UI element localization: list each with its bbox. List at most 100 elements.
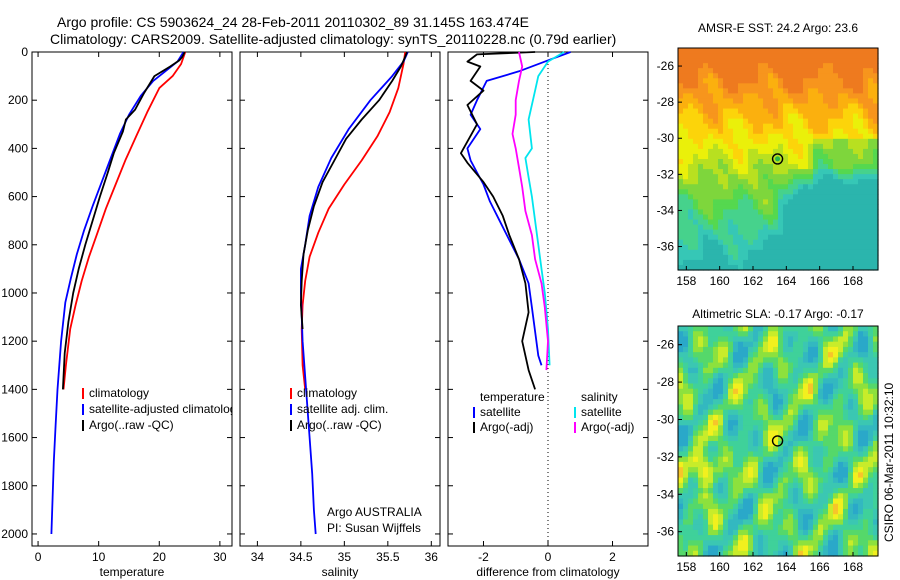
heatmap-cell xyxy=(823,179,829,185)
heatmap-cell xyxy=(723,244,729,251)
heatmap-cell xyxy=(853,179,859,185)
heatmap-cell xyxy=(718,194,724,200)
heatmap-cell xyxy=(738,93,744,100)
heatmap-cell xyxy=(718,244,724,251)
heatmap-cell xyxy=(813,373,819,379)
heatmap-cell xyxy=(828,414,834,421)
heatmap-cell xyxy=(728,435,734,442)
heatmap-cell xyxy=(858,388,864,395)
heatmap-cell xyxy=(848,138,854,145)
heatmap-cell xyxy=(808,326,814,332)
heatmap-cell xyxy=(848,239,854,246)
heatmap-cell xyxy=(858,78,864,84)
heatmap-cell xyxy=(733,108,739,115)
heatmap-cell xyxy=(838,204,844,211)
heatmap-cell xyxy=(828,524,834,531)
heatmap-cell xyxy=(793,456,799,463)
heatmap-cell xyxy=(863,68,869,74)
heatmap-cell xyxy=(813,159,819,165)
heatmap-cell xyxy=(803,83,809,89)
heatmap-cell xyxy=(863,189,869,195)
heatmap-cell xyxy=(808,503,814,510)
heatmap-cell xyxy=(683,456,689,463)
heatmap-cell xyxy=(698,357,704,364)
heatmap-cell xyxy=(868,189,874,195)
heatmap-cell xyxy=(693,148,699,155)
heatmap-cell xyxy=(698,482,704,489)
heatmap-cell xyxy=(763,244,769,251)
heatmap-cell xyxy=(698,199,704,206)
heatmap-cell xyxy=(758,388,764,395)
heatmap-cell xyxy=(788,108,794,115)
heatmap-cell xyxy=(823,239,829,246)
heatmap-cell xyxy=(708,118,714,125)
heatmap-cell xyxy=(763,425,769,432)
y-tick-label: 2000 xyxy=(1,527,28,541)
heatmap-cell xyxy=(778,535,784,541)
heatmap-cell xyxy=(838,68,844,74)
heatmap-cell xyxy=(868,103,874,110)
heatmap-cell xyxy=(738,472,744,479)
heatmap-cell xyxy=(688,545,694,552)
heatmap-cell xyxy=(678,430,684,437)
heatmap-cell xyxy=(728,352,734,358)
heatmap-cell xyxy=(818,78,824,84)
heatmap-cell xyxy=(733,259,739,266)
heatmap-cell xyxy=(753,254,759,261)
heatmap-cell xyxy=(868,53,874,59)
heatmap-cell xyxy=(808,472,814,479)
heatmap-cell xyxy=(723,239,729,246)
heatmap-cell xyxy=(803,118,809,125)
heatmap-cell xyxy=(713,430,719,437)
heatmap-cell xyxy=(688,93,694,100)
heatmap-cell xyxy=(773,545,779,552)
heatmap-cell xyxy=(678,234,684,241)
heatmap-cell xyxy=(688,63,694,69)
heatmap-cell xyxy=(743,461,749,468)
heatmap-cell xyxy=(843,244,849,251)
heatmap-cell xyxy=(873,409,879,416)
heatmap-cell xyxy=(778,420,784,426)
heatmap-cell xyxy=(723,169,729,175)
heatmap-cell xyxy=(693,199,699,206)
heatmap-cell xyxy=(818,430,824,437)
heatmap-cell xyxy=(693,194,699,200)
heatmap-cell xyxy=(868,545,874,552)
heatmap-cell xyxy=(738,204,744,211)
heatmap-cell xyxy=(758,493,764,500)
heatmap-cell xyxy=(768,451,774,458)
heatmap-cell xyxy=(693,519,699,526)
heatmap-cell xyxy=(838,93,844,100)
heatmap-cell xyxy=(763,58,769,64)
heatmap-cell xyxy=(688,346,694,353)
heatmap-cell xyxy=(833,399,839,406)
heatmap-cell xyxy=(718,373,724,379)
heatmap-cell xyxy=(793,108,799,115)
heatmap-cell xyxy=(838,346,844,353)
heatmap-cell xyxy=(743,179,749,185)
heatmap-cell xyxy=(703,234,709,241)
heatmap-cell xyxy=(803,529,809,536)
heatmap-cell xyxy=(728,388,734,395)
heatmap-cell xyxy=(848,184,854,190)
heatmap-cell xyxy=(713,482,719,489)
heatmap-cell xyxy=(698,224,704,231)
heatmap-cell xyxy=(753,456,759,463)
heatmap-cell xyxy=(743,373,749,379)
heatmap-cell xyxy=(778,503,784,510)
heatmap-cell xyxy=(718,113,724,120)
heatmap-cell xyxy=(748,346,754,353)
heatmap-cell xyxy=(748,209,754,216)
x-tick-label: 35 xyxy=(338,550,352,564)
heatmap-cell xyxy=(863,524,869,531)
heatmap-cell xyxy=(678,352,684,358)
heatmap-cell xyxy=(683,174,689,180)
heatmap-cell xyxy=(788,179,794,185)
heatmap-cell xyxy=(713,472,719,479)
heatmap-cell xyxy=(728,164,734,170)
heatmap-cell xyxy=(693,179,699,185)
heatmap-cell xyxy=(863,488,869,494)
heatmap-cell xyxy=(763,48,769,54)
heatmap-cell xyxy=(753,73,759,79)
heatmap-cell xyxy=(723,118,729,125)
